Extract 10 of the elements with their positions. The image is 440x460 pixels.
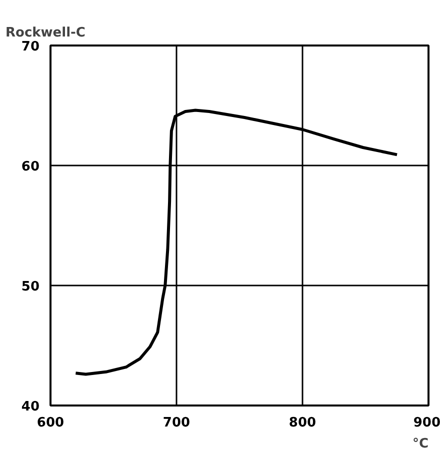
- y-tick-label: 50: [21, 280, 40, 294]
- x-axis-title: °C: [412, 436, 429, 452]
- y-tick-label: 40: [21, 400, 40, 414]
- x-tick-label: 800: [288, 416, 316, 430]
- y-tick-label: 70: [21, 40, 40, 54]
- x-tick-label: 700: [162, 416, 190, 430]
- x-tick-label: 600: [36, 416, 64, 430]
- y-tick-label: 60: [21, 160, 40, 174]
- x-tick-label: 900: [413, 416, 440, 430]
- y-axis-title: Rockwell-C: [6, 26, 86, 40]
